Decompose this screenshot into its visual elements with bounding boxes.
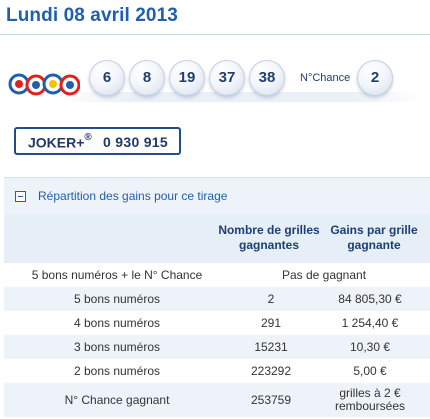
page-title: Lundi 08 avril 2013 bbox=[6, 5, 178, 26]
row-gains: 1 254,40 € bbox=[341, 316, 399, 330]
row-gains: 10,30 € bbox=[349, 340, 391, 354]
ball-2: 8 bbox=[129, 60, 165, 96]
row-grilles: 15231 bbox=[254, 340, 288, 354]
row-grilles: 2 bbox=[267, 292, 275, 306]
collapse-icon[interactable] bbox=[15, 191, 26, 202]
ball-1: 6 bbox=[89, 60, 125, 96]
joker-label: JOKER+® bbox=[28, 132, 92, 151]
row-grilles: 223292 bbox=[250, 364, 292, 378]
row-label: N° Chance gagnant bbox=[64, 393, 170, 407]
joker-box: JOKER+® 0 930 915 bbox=[14, 127, 181, 155]
row-grilles: 291 bbox=[260, 316, 282, 330]
joker-number: 0 930 915 bbox=[103, 134, 168, 150]
row-label: 4 bons numéros bbox=[73, 316, 161, 330]
no-winner: Pas de gagnant bbox=[281, 268, 367, 282]
chance-label: N°Chance bbox=[300, 72, 351, 84]
row-label: 2 bons numéros bbox=[73, 364, 161, 378]
draw-results: 6 8 19 37 38 N°Chance 2 bbox=[0, 52, 430, 104]
row-gains: 84 805,30 € bbox=[338, 292, 402, 306]
row-label: 3 bons numéros bbox=[73, 340, 161, 354]
ball-3: 19 bbox=[169, 60, 205, 96]
row-grilles: 253759 bbox=[250, 393, 292, 407]
gains-section-header[interactable]: Répartition des gains pour ce tirage bbox=[4, 177, 430, 215]
registered-mark: ® bbox=[84, 132, 92, 143]
section-title[interactable]: Répartition des gains pour ce tirage bbox=[38, 189, 228, 203]
table-row: N° Chance gagnant 253759 grilles à 2 € r… bbox=[4, 383, 430, 417]
table-row: 5 bons numéros + le N° Chance Pas de gag… bbox=[4, 263, 430, 287]
chance-ball: 2 bbox=[357, 60, 393, 96]
header-gains: Gains par grille gagnante bbox=[330, 223, 418, 252]
loto-logo bbox=[8, 73, 80, 96]
ball-5: 38 bbox=[249, 60, 285, 96]
table-row: 2 bons numéros 223292 5,00 € bbox=[4, 359, 430, 383]
ball-4: 37 bbox=[209, 60, 245, 96]
row-label: 5 bons numéros + le N° Chance bbox=[31, 268, 203, 282]
gains-table-header: Nombre de grilles gagnantes Gains par gr… bbox=[4, 215, 430, 263]
header-grilles: Nombre de grilles gagnantes bbox=[218, 223, 320, 252]
row-gains: 5,00 € bbox=[353, 364, 387, 378]
table-row: 5 bons numéros 2 84 805,30 € bbox=[4, 287, 430, 311]
row-label: 5 bons numéros bbox=[73, 292, 161, 306]
title-divider bbox=[0, 34, 430, 35]
balls-shadow bbox=[60, 92, 420, 102]
table-row: 4 bons numéros 291 1 254,40 € bbox=[4, 311, 430, 335]
table-row: 3 bons numéros 15231 10,30 € bbox=[4, 335, 430, 359]
row-gains: grilles à 2 € remboursées bbox=[334, 386, 406, 413]
